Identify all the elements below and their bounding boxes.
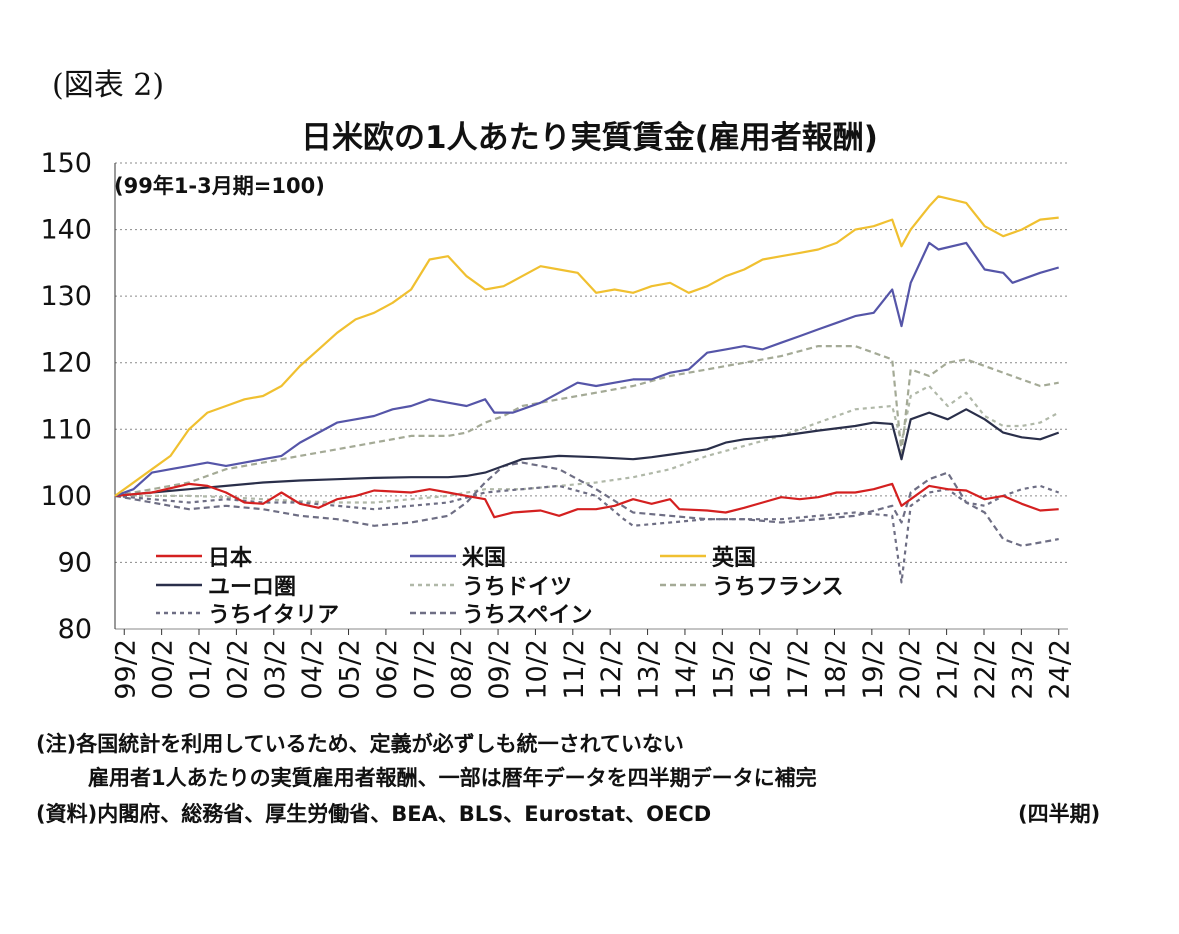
note-definition: (注)各国統計を利用しているため、定義が必ずしも統一されていない (36, 732, 684, 756)
figure-label: (図表 2) (52, 68, 165, 103)
x-tick-label: 10/2 (521, 639, 552, 700)
x-tick-label: 04/2 (297, 639, 328, 700)
series-lines (114, 195, 1060, 584)
legend-label-france: うちフランス (712, 575, 844, 600)
x-tick-label: 07/2 (409, 639, 440, 700)
y-tick-label: 120 (40, 348, 92, 379)
legend-label-italy: うちイタリア (208, 603, 340, 628)
legend-label-japan: 日本 (208, 546, 253, 571)
legend-item-spain: うちスペイン (410, 600, 593, 628)
legend-item-france: うちフランス (660, 572, 844, 600)
source-note: (資料)内閣府、総務省、厚生労働省、BEA、BLS、Eurostat、OECD (36, 802, 712, 826)
legend-label-uk: 英国 (712, 546, 757, 571)
x-tick-label: 14/2 (671, 639, 702, 700)
y-axis-ticks: 150 140 130 120 110 100 90 80 (40, 148, 92, 645)
x-tick-label: 09/2 (484, 639, 515, 700)
x-tick-label: 02/2 (222, 639, 253, 700)
legend-swatch-italy (156, 611, 202, 615)
x-tick-label: 16/2 (746, 639, 777, 700)
legend-swatch-eurozone (156, 583, 202, 587)
x-tick-label: 00/2 (148, 639, 179, 700)
y-tick-label: 140 (40, 215, 92, 246)
y-tick-label: 100 (40, 481, 92, 512)
legend-item-italy: うちイタリア (156, 600, 340, 628)
legend-swatch-germany (410, 583, 456, 587)
series-line-4 (115, 384, 1060, 504)
x-tick-label: 01/2 (185, 639, 216, 700)
x-axis-ticks: 99/2 00/2 01/2 02/2 03/2 04/2 05/2 06/2 07/2 08/2… (110, 629, 1076, 700)
legend-swatch-spain (410, 611, 456, 615)
legend-item-japan: 日本 (156, 543, 253, 571)
x-tick-label: 23/2 (1007, 639, 1038, 700)
y-tick-label: 80 (58, 614, 92, 645)
grid-lines (114, 162, 1068, 630)
series-line-1 (114, 241, 1060, 497)
y-tick-label: 110 (40, 414, 92, 445)
series-line-3 (114, 408, 1060, 497)
base-period-note: (99年1-3月期=100) (114, 174, 325, 198)
x-tick-label: 17/2 (783, 639, 814, 700)
x-tick-label: 24/2 (1045, 639, 1076, 700)
x-tick-label: 13/2 (634, 639, 665, 700)
legend-swatch-japan (156, 554, 202, 558)
x-tick-label: 18/2 (820, 639, 851, 700)
legend-label-germany: うちドイツ (462, 575, 573, 600)
x-tick-label: 12/2 (596, 639, 627, 700)
x-tick-label: 21/2 (933, 639, 964, 700)
x-tick-label: 99/2 (110, 639, 141, 700)
x-tick-label: 05/2 (335, 639, 366, 700)
x-tick-label: 15/2 (708, 639, 739, 700)
legend-item-us: 米国 (410, 543, 507, 571)
x-tick-label: 06/2 (372, 639, 403, 700)
legend-swatch-france (660, 583, 706, 587)
legend-item-germany: うちドイツ (410, 572, 573, 600)
series-line-6 (114, 484, 1060, 584)
note-method: 雇用者1人あたりの実質雇用者報酬、一部は暦年データを四半期データに補完 (88, 766, 817, 790)
x-tick-label: 03/2 (260, 639, 291, 700)
x-tick-label: 08/2 (447, 639, 478, 700)
y-tick-label: 90 (58, 547, 92, 578)
legend-swatch-uk (660, 554, 706, 558)
y-tick-label: 150 (40, 148, 92, 179)
x-tick-label: 11/2 (559, 639, 590, 700)
x-tick-label: 22/2 (970, 639, 1001, 700)
legend-label-spain: うちスペイン (462, 603, 593, 628)
legend-item-eurozone: ユーロ圏 (156, 572, 297, 600)
legend-item-uk: 英国 (660, 543, 757, 571)
y-tick-label: 130 (40, 281, 92, 312)
legend-label-eurozone: ユーロ圏 (208, 575, 297, 600)
series-line-2 (114, 195, 1059, 497)
x-tick-label: 19/2 (858, 639, 889, 700)
x-tick-label: 20/2 (895, 639, 926, 700)
unit-note: (四半期) (1018, 802, 1101, 826)
series-line-5 (114, 345, 1059, 497)
legend-swatch-us (410, 554, 456, 558)
series-line-0 (114, 482, 1059, 519)
series-line-7 (114, 461, 1059, 547)
legend-label-us: 米国 (462, 546, 507, 571)
chart-title: 日米欧の1人あたり実質賃金(雇用者報酬) (301, 120, 878, 156)
